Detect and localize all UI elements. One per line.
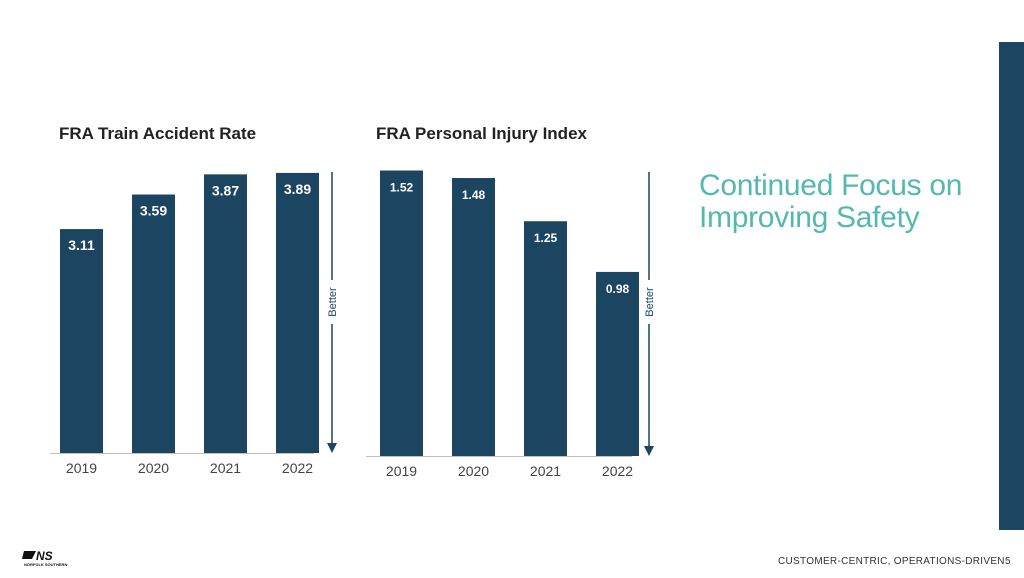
bar-2021 bbox=[524, 221, 567, 456]
category-label: 2020 bbox=[458, 463, 489, 479]
bar-2021 bbox=[204, 174, 247, 454]
headline: Continued Focus on Improving Safety bbox=[699, 170, 999, 234]
bar-2022 bbox=[596, 271, 639, 456]
bar-2022 bbox=[276, 172, 319, 454]
better-arrow-head bbox=[327, 443, 337, 453]
bar-2020 bbox=[132, 194, 175, 453]
better-label-bg bbox=[643, 280, 655, 324]
accent-side-bar bbox=[999, 42, 1024, 530]
bar-value-label: 3.89 bbox=[284, 181, 311, 197]
category-label: 2021 bbox=[210, 460, 241, 476]
bar-value-label: 1.25 bbox=[534, 231, 558, 245]
better-annotation: Better bbox=[327, 287, 339, 317]
category-label: 2019 bbox=[66, 460, 97, 476]
bar-value-label: 3.11 bbox=[68, 237, 95, 253]
bar-2019 bbox=[380, 170, 423, 456]
personal-injury-index-chart: 1.52 2019 1.48 2020 1.25 2021 0.98 2022 Better bbox=[366, 170, 656, 479]
better-arrow-head bbox=[644, 446, 654, 456]
bar-value-label: 0.98 bbox=[606, 282, 630, 296]
bar-2020 bbox=[452, 178, 495, 456]
page-number: 5 bbox=[1005, 556, 1011, 567]
category-label: 2019 bbox=[386, 463, 417, 479]
bar-value-label: 3.59 bbox=[140, 203, 167, 219]
category-label: 2021 bbox=[530, 463, 561, 479]
headline-line-1: Continued Focus on bbox=[699, 169, 963, 202]
better-label-bg bbox=[326, 280, 338, 324]
train-accident-rate-chart: 3.11 2019 3.59 2020 3.87 2021 3.89 2022 Better bbox=[50, 172, 339, 476]
bar-2019 bbox=[60, 229, 103, 453]
headline-line-2: Improving Safety bbox=[699, 201, 920, 234]
category-label: 2022 bbox=[282, 460, 313, 476]
category-label: 2022 bbox=[602, 463, 633, 479]
bar-value-label: 1.48 bbox=[462, 188, 486, 202]
footer-tagline: CUSTOMER-CENTRIC, OPERATIONS-DRIVEN bbox=[778, 556, 1005, 567]
logo-text: NORFOLK SOUTHERN bbox=[24, 562, 67, 567]
category-label: 2020 bbox=[138, 460, 169, 476]
chart-title-personal-injury: FRA Personal Injury Index bbox=[376, 124, 587, 143]
bar-value-label: 1.52 bbox=[390, 181, 414, 195]
norfolk-southern-logo: NS NORFOLK SOUTHERN bbox=[22, 549, 67, 567]
chart-title-train-accident: FRA Train Accident Rate bbox=[59, 124, 257, 143]
bar-value-label: 3.87 bbox=[212, 182, 239, 198]
logo-mark: NS bbox=[36, 549, 53, 563]
better-annotation: Better bbox=[644, 287, 656, 317]
